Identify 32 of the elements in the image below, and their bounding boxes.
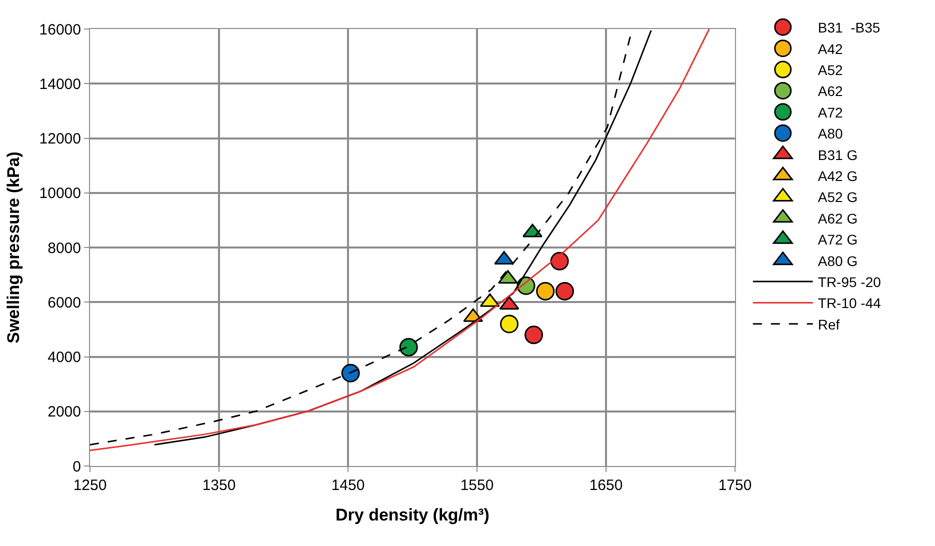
legend-label: A52 [818, 62, 844, 78]
y-tick-label: 8000 [48, 240, 81, 257]
y-tick-label: 16000 [39, 21, 81, 38]
legend-label: B31 -B35 [818, 20, 880, 36]
legend-label: Ref [818, 316, 840, 332]
legend-label: A62 G [818, 210, 858, 226]
y-axis-title: Swelling pressure (kPa) [4, 152, 23, 344]
legend-label: TR-10 -44 [818, 295, 882, 312]
x-tick-label: 1550 [460, 477, 494, 494]
legend-label: A62 [818, 83, 844, 100]
legend-label: A72 G [818, 232, 858, 248]
y-tick-label: 6000 [48, 294, 81, 312]
y-tick-label: 4000 [48, 349, 81, 366]
legend-label: A42 G [818, 168, 858, 184]
legend-label: B31 G [818, 146, 858, 163]
x-tick-label: 1650 [589, 477, 623, 494]
legend-label: A80 G [818, 252, 858, 269]
x-tick-label: 1750 [718, 477, 752, 494]
y-tick-label: 10000 [39, 185, 81, 202]
legend-label: A72 [818, 104, 844, 120]
legend-label: A52 G [818, 189, 858, 206]
x-tick-label: 1250 [73, 477, 107, 494]
legend-label: TR-95 -20 [818, 274, 882, 290]
x-tick-label: 1450 [331, 477, 365, 494]
legend-label: A80 [818, 126, 844, 142]
x-axis-title: Dry density (kg/m³) [336, 505, 490, 524]
legend-label: A42 [818, 40, 844, 57]
y-tick-label: 0 [72, 458, 81, 476]
y-tick-label: 14000 [39, 76, 81, 93]
x-tick-label: 1350 [202, 477, 236, 494]
y-tick-label: 12000 [39, 130, 81, 148]
y-tick-label: 2000 [48, 404, 81, 421]
